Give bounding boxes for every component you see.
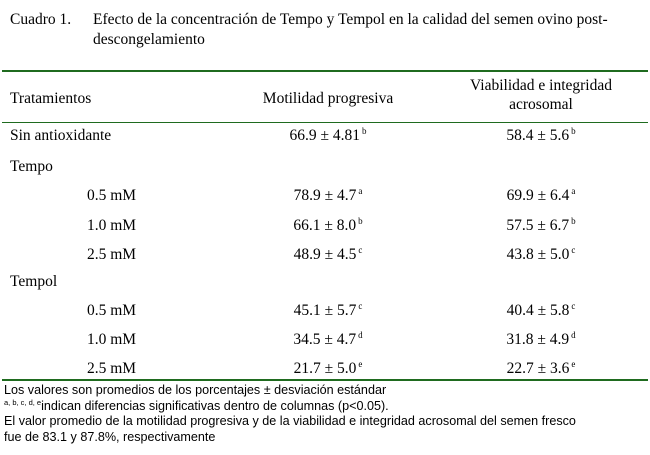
motility-cell: 21.7 ± 5.0 e: [248, 359, 408, 378]
caption-label: Cuadro 1.: [10, 11, 72, 28]
row-label: 1.0 mM: [87, 217, 137, 234]
motility-cell-significance: e: [358, 359, 363, 369]
row-label: 0.5 mM: [87, 302, 137, 319]
table-notes: Los valores son promedios de los porcent…: [4, 383, 648, 445]
viability-cell: 22.7 ± 3.6 e: [446, 359, 636, 378]
note-line-1: Los valores son promedios de los porcent…: [4, 383, 387, 397]
motility-cell-value: 78.9 ± 4.7: [293, 187, 357, 204]
viability-cell-value: 69.9 ± 6.4: [506, 187, 570, 204]
viability-cell-significance: c: [571, 301, 576, 311]
row-label: 1.0 mM: [87, 331, 137, 348]
motility-cell-value: 21.7 ± 5.0: [293, 360, 357, 377]
viability-cell-significance: b: [571, 126, 576, 136]
motility-cell-value: 66.9 ± 4.81: [289, 127, 360, 144]
motility-cell-significance: d: [358, 330, 363, 340]
viability-cell: 58.4 ± 5.6 b: [446, 126, 636, 145]
viability-cell: 40.4 ± 5.8 c: [446, 301, 636, 320]
row-label: 2.5 mM: [87, 360, 137, 377]
bottom-rule: [2, 379, 648, 381]
motility-cell: 34.5 ± 4.7 d: [248, 330, 408, 349]
note-line-2: a, b, c, d, eindican diferencias signifi…: [4, 397, 648, 415]
motility-cell-significance: b: [362, 126, 367, 136]
motility-cell-significance: c: [358, 301, 363, 311]
viability-cell-significance: d: [571, 330, 576, 340]
motility-cell-significance: a: [358, 186, 363, 196]
motility-cell: 45.1 ± 5.7 c: [248, 301, 408, 320]
motility-cell: 48.9 ± 4.5 c: [248, 245, 408, 264]
viability-cell-value: 31.8 ± 4.9: [506, 331, 570, 348]
caption-text: Efecto de la concentración de Tempo y Te…: [93, 11, 608, 48]
motility-cell: 66.1 ± 8.0 b: [248, 216, 408, 235]
motility-cell-value: 48.9 ± 4.5: [293, 246, 357, 263]
viability-cell: 31.8 ± 4.9 d: [446, 330, 636, 349]
row-label: Sin antioxidante: [10, 127, 112, 144]
viability-cell-value: 22.7 ± 3.6: [506, 360, 570, 377]
motility-cell: 66.9 ± 4.81 b: [248, 126, 408, 145]
motility-cell-value: 34.5 ± 4.7: [293, 331, 357, 348]
viability-cell-value: 57.5 ± 6.7: [506, 217, 570, 234]
group-label: Tempol: [10, 273, 58, 290]
viability-cell: 69.9 ± 6.4 a: [446, 186, 636, 205]
top-rule: [2, 70, 648, 72]
motility-cell-value: 45.1 ± 5.7: [293, 302, 357, 319]
motility-cell-value: 66.1 ± 8.0: [293, 217, 357, 234]
header-motility: Motilidad progresiva: [262, 90, 394, 107]
viability-cell: 43.8 ± 5.0 c: [446, 245, 636, 264]
header-rule: [2, 122, 648, 123]
motility-cell-significance: c: [358, 245, 363, 255]
viability-cell: 57.5 ± 6.7 b: [446, 216, 636, 235]
row-label: 2.5 mM: [87, 246, 137, 263]
note-line-4: fue de 83.1 y 87.8%, respectivamente: [4, 429, 216, 444]
viability-cell-significance: b: [571, 216, 576, 226]
viability-cell-value: 58.4 ± 5.6: [506, 127, 570, 144]
header-treatments: Tratamientos: [10, 90, 92, 107]
note-line-2-text: indican diferencias significativas dentr…: [41, 398, 389, 413]
header-viability: Viabilidad e integridad acrosomal: [470, 77, 612, 113]
motility-cell-significance: b: [358, 216, 363, 226]
row-label: 0.5 mM: [87, 187, 137, 204]
viability-cell-value: 40.4 ± 5.8: [506, 302, 570, 319]
viability-cell-value: 43.8 ± 5.0: [506, 246, 570, 263]
viability-cell-significance: a: [571, 186, 576, 196]
group-label: Tempo: [10, 158, 53, 175]
viability-cell-significance: c: [571, 245, 576, 255]
viability-cell-significance: e: [571, 359, 576, 369]
note-superscripts: a, b, c, d, e: [4, 397, 42, 407]
note-line-3: El valor promedio de la motilidad progre…: [4, 414, 576, 428]
motility-cell: 78.9 ± 4.7 a: [248, 186, 408, 205]
